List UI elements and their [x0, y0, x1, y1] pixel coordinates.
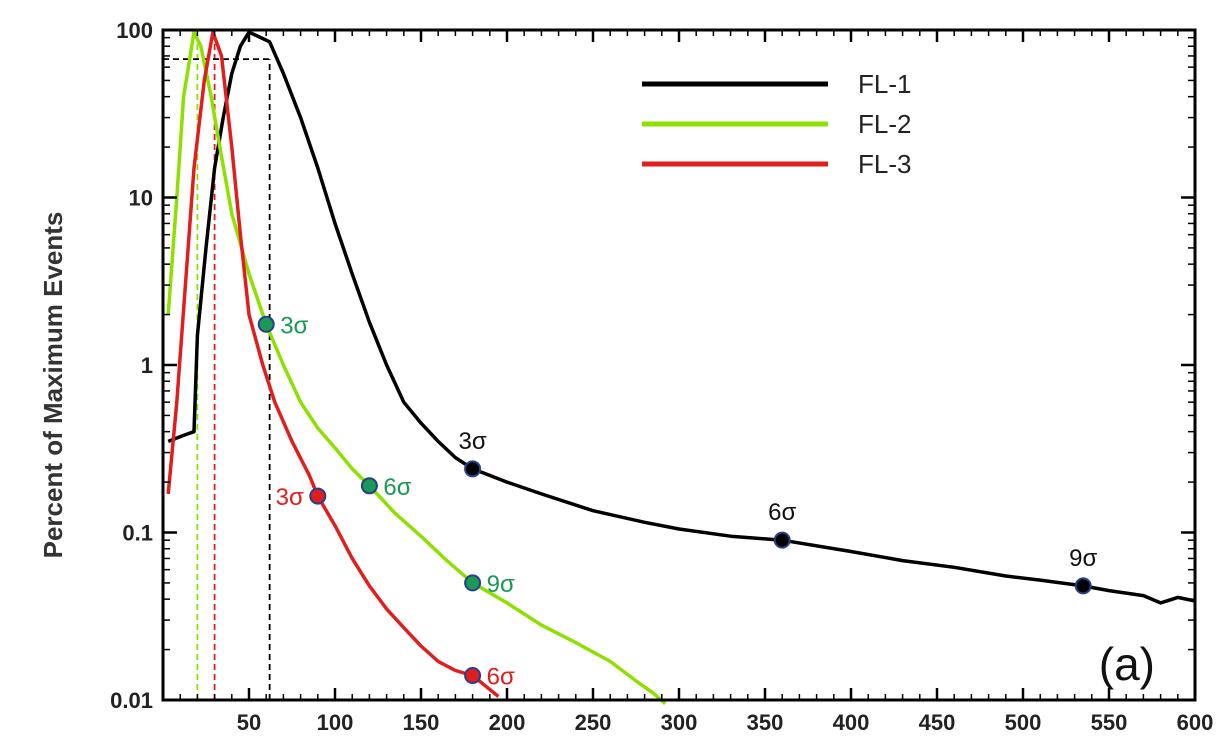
sigma-marker-fl-1-1: [464, 460, 482, 478]
x-tick-label: 50: [237, 710, 261, 735]
sigma-label-fl-1-3: 9σ: [1069, 545, 1097, 572]
sigma-marker-fl-2-1: [257, 315, 275, 333]
sigma-marker-fl-2-3: [464, 574, 482, 592]
x-tick-label: 150: [403, 710, 440, 735]
y-tick-label: 100: [116, 18, 153, 43]
x-tick-label: 550: [1091, 710, 1128, 735]
x-tick-label: 400: [833, 710, 870, 735]
x-tick-label: 100: [317, 710, 354, 735]
panel-label: (a): [1099, 638, 1155, 690]
sigma-label-fl-3-1: 3σ: [276, 484, 304, 511]
sigma-marker-fl-3-2: [464, 667, 482, 685]
sigma-label-fl-2-3: 9σ: [487, 571, 515, 598]
x-tick-label: 250: [575, 710, 612, 735]
legend-label-fl-1: FL-1: [858, 69, 911, 99]
legend-label-fl-2: FL-2: [858, 109, 911, 139]
sigma-marker-fl-1-2: [773, 531, 791, 549]
legend: FL-1 FL-2 FL-3: [642, 69, 911, 179]
series-line-fl-1: [167, 30, 1196, 605]
y-tick-label: 0.01: [110, 688, 153, 713]
sigma-label-fl-1-1: 3σ: [459, 428, 487, 455]
sigma-label-fl-3-2: 6σ: [487, 664, 515, 691]
sigma-marker-fl-2-2: [360, 477, 378, 495]
plot-area: [163, 30, 1195, 700]
series-line-fl-3: [166, 30, 500, 698]
sigma-label-fl-2-2: 6σ: [383, 474, 411, 501]
x-tick-label: 450: [919, 710, 956, 735]
series-line-fl-2: [166, 30, 667, 706]
y-tick-label: 1: [141, 353, 153, 378]
x-tick-label: 500: [1005, 710, 1042, 735]
y-tick-label: 10: [129, 186, 153, 211]
x-tick-label: 200: [489, 710, 526, 735]
sigma-label-fl-2-1: 3σ: [280, 312, 308, 339]
axes: 50 100 150 200 250 300 350 400 450 500 550 600 0.01 0…: [110, 18, 1213, 735]
sigma-marker-fl-1-3: [1074, 577, 1092, 595]
x-tick-label: 300: [661, 710, 698, 735]
x-tick-label: 600: [1177, 710, 1214, 735]
x-tick-label: 350: [747, 710, 784, 735]
sigma-markers: 3σ 6σ 9σ 3σ 6σ 9σ 3σ 6σ: [257, 312, 1097, 691]
sigma-label-fl-1-2: 6σ: [768, 499, 796, 526]
plot-background: [163, 30, 1195, 700]
y-axis-title: Percent of Maximum Events: [38, 212, 68, 559]
series-lines: [166, 30, 1196, 706]
y-tick-label: 0.1: [122, 521, 153, 546]
sigma-marker-fl-3-1: [309, 487, 327, 505]
legend-label-fl-3: FL-3: [858, 149, 911, 179]
